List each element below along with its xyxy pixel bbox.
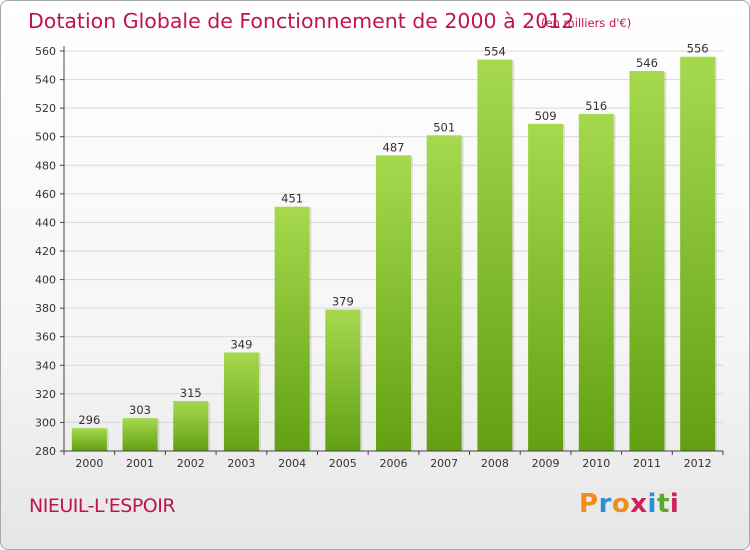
y-tick-label: 520 [35, 102, 56, 115]
x-tick-label-2000: 2000 [75, 457, 103, 470]
bar-2005 [325, 309, 361, 451]
bar-2000 [71, 428, 107, 451]
data-label-2010: 516 [585, 99, 607, 113]
y-tick-label: 320 [35, 388, 56, 401]
logo-letter: r [598, 489, 612, 519]
data-label-2008: 554 [484, 45, 506, 59]
data-label-2002: 315 [180, 386, 202, 400]
x-tick-label-2011: 2011 [633, 457, 661, 470]
bar-2008 [477, 59, 513, 451]
y-tick-label: 440 [35, 216, 56, 229]
logo-letter: t [656, 489, 670, 519]
logo-letter: i [647, 489, 657, 519]
y-tick-label: 360 [35, 331, 56, 344]
y-tick-label: 500 [35, 131, 56, 144]
y-tick-label: 300 [35, 416, 56, 429]
chart-title: Dotation Globale de Fonctionnement de 20… [28, 9, 575, 33]
data-label-2007: 501 [433, 120, 455, 134]
y-tick-label: 540 [35, 74, 56, 87]
bar-2004 [274, 206, 310, 451]
x-tick-label-2012: 2012 [684, 457, 712, 470]
commune-name: NIEUIL-L'ESPOIR [29, 495, 176, 517]
data-label-2006: 487 [383, 140, 405, 154]
y-tick-label: 380 [35, 302, 56, 315]
data-label-2012: 556 [687, 42, 709, 56]
y-tick-label: 560 [35, 45, 56, 58]
data-label-2001: 303 [129, 403, 151, 417]
x-tick-label-2004: 2004 [278, 457, 306, 470]
x-tick-label-2007: 2007 [430, 457, 458, 470]
bar-2010 [578, 113, 614, 451]
x-tick-label-2002: 2002 [177, 457, 205, 470]
x-tick-label-2001: 2001 [126, 457, 154, 470]
data-label-2011: 546 [636, 56, 658, 70]
data-label-2009: 509 [535, 109, 557, 123]
x-tick-label-2009: 2009 [532, 457, 560, 470]
data-label-2004: 451 [281, 192, 303, 206]
bar-2012 [680, 56, 716, 451]
data-label-2000: 296 [78, 413, 100, 427]
y-tick-label: 340 [35, 359, 56, 372]
logo-letter: x [630, 489, 648, 519]
y-tick-label: 480 [35, 159, 56, 172]
bar-2007 [426, 135, 462, 452]
logo-letter: P [579, 489, 599, 519]
bar-2006 [376, 155, 411, 452]
bar-2001 [122, 418, 158, 451]
chart-subtitle: (en milliers d'€) [541, 16, 632, 30]
y-tick-label: 460 [35, 188, 56, 201]
y-tick-label: 400 [35, 274, 56, 287]
bar-2002 [173, 401, 209, 451]
y-tick-label: 420 [35, 245, 56, 258]
x-tick-label-2010: 2010 [582, 457, 610, 470]
data-label-2003: 349 [230, 337, 252, 351]
y-tick-label: 280 [35, 445, 56, 458]
logo-letter: i [669, 489, 680, 519]
logo-letter: o [611, 489, 631, 519]
bar-2011 [629, 71, 665, 451]
x-tick-label-2008: 2008 [481, 457, 509, 470]
bar-2009 [528, 123, 564, 451]
x-tick-label-2006: 2006 [380, 457, 408, 470]
data-label-2005: 379 [332, 295, 354, 309]
bar-2003 [223, 352, 259, 451]
proxiti-logo: Proxiti [579, 489, 679, 519]
x-tick-label-2005: 2005 [329, 457, 357, 470]
x-tick-label-2003: 2003 [227, 457, 255, 470]
